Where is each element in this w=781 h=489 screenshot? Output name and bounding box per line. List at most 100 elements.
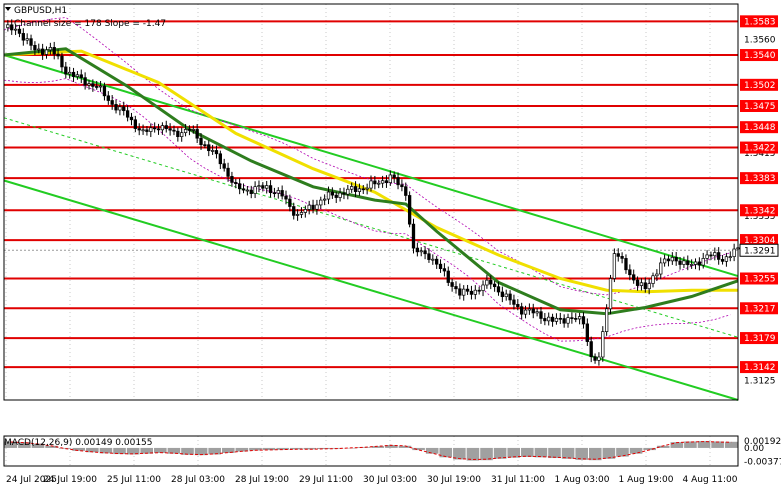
- candle-body: [720, 259, 725, 262]
- macd-histogram-bar: [154, 447, 167, 453]
- level-tag-label: 1.3422: [744, 144, 776, 154]
- candle-body: [473, 289, 477, 295]
- candle-body: [118, 106, 122, 111]
- candle-body: [369, 180, 373, 189]
- y-tick-label: 1.3125: [744, 376, 776, 386]
- candle-body: [384, 180, 389, 183]
- level-tag: [740, 172, 778, 185]
- candle-body: [253, 186, 257, 194]
- candle-body: [709, 254, 713, 257]
- level-tag-label: 1.3475: [744, 102, 776, 112]
- envelope-lower-curve: [3, 78, 731, 342]
- candle-body: [585, 323, 589, 342]
- candle-body: [469, 290, 474, 295]
- candle-body: [183, 129, 188, 134]
- candle-body: [485, 279, 489, 286]
- candle-body: [662, 258, 667, 264]
- macd-histogram-bar: [31, 443, 45, 448]
- candle-body: [191, 129, 195, 131]
- candle-body: [268, 185, 273, 194]
- macd-histogram-bar: [629, 447, 643, 454]
- candle-body: [83, 77, 87, 86]
- candle-body: [257, 185, 261, 188]
- dropdown-arrow-icon[interactable]: [5, 7, 11, 11]
- macd-histogram-bar: [616, 447, 629, 457]
- candle-body: [701, 258, 705, 266]
- candle-body: [523, 309, 528, 315]
- macd-histogram-bar: [724, 441, 738, 448]
- candle-body: [508, 293, 512, 301]
- level-tag-label: 1.3304: [744, 236, 776, 246]
- macd-histogram-bar: [412, 447, 425, 451]
- candle-body: [608, 278, 613, 310]
- macd-histogram-bar: [167, 447, 181, 454]
- macd-histogram-bar: [72, 447, 86, 451]
- candle-body: [566, 317, 570, 324]
- candle-body: [450, 282, 454, 287]
- x-tick-label: 1 Aug 03:00: [555, 475, 610, 485]
- x-tick-label: 28 Jul 03:00: [171, 475, 225, 485]
- candle-body: [149, 127, 153, 132]
- candle-body: [643, 282, 647, 290]
- macd-histogram-bar: [561, 447, 575, 459]
- candle-body: [241, 188, 246, 191]
- candle-body: [114, 104, 118, 111]
- level-tag: [740, 272, 778, 285]
- candle-body: [396, 177, 400, 186]
- candle-body: [272, 192, 277, 195]
- macd-histogram-bar: [99, 447, 113, 454]
- candle-body: [303, 209, 307, 213]
- price-panel-frame: [3, 3, 739, 401]
- macd-histogram-bar: [371, 446, 385, 448]
- candle-body: [655, 273, 659, 277]
- candle-body: [52, 47, 56, 55]
- macd-signal-line: [10, 441, 732, 461]
- macd-histogram-bar: [86, 447, 99, 453]
- candle-body: [570, 317, 574, 319]
- x-tick-label: 24 Jul 19:00: [43, 475, 97, 485]
- macd-histogram-bar: [58, 447, 72, 449]
- candle-body: [547, 316, 551, 322]
- candle-body: [601, 331, 605, 358]
- candle-body: [577, 316, 582, 320]
- candle-body: [647, 283, 651, 290]
- candle-body: [6, 24, 10, 28]
- x-tick-label: 25 Jul 11:00: [107, 475, 161, 485]
- candle-body: [458, 288, 462, 296]
- candle-body: [168, 128, 172, 131]
- x-tick-label: 28 Jul 19:00: [235, 475, 289, 485]
- macd-histogram-bar: [262, 447, 276, 451]
- macd-histogram-bar: [697, 441, 711, 448]
- candle-body: [404, 186, 408, 196]
- candle-body: [137, 128, 141, 131]
- candle-body: [392, 174, 396, 178]
- macd-histogram-bar: [439, 447, 453, 458]
- candle-body: [462, 288, 466, 296]
- candle-body: [195, 129, 199, 139]
- candle-body: [728, 256, 732, 258]
- x-tick-label: 24 Jul 2025: [6, 475, 57, 485]
- channel-indicator-label: Channel size = 178 Slope = -1.47: [14, 19, 166, 29]
- candle-body: [659, 262, 663, 275]
- candle-body: [446, 270, 450, 283]
- candle-body: [713, 252, 717, 257]
- candle-body: [438, 263, 443, 269]
- candle-body: [531, 308, 535, 314]
- candle-body: [666, 258, 671, 262]
- macd-histogram-bar: [466, 447, 480, 461]
- level-tag: [740, 234, 778, 247]
- candle-body: [48, 47, 53, 51]
- candle-body: [678, 260, 682, 265]
- macd-histogram-bar: [181, 447, 194, 455]
- candle-body: [319, 199, 323, 206]
- candle-body: [222, 163, 226, 169]
- candle-body: [226, 167, 230, 177]
- candle-body: [292, 206, 296, 216]
- macd-tick-label: 0.00: [744, 444, 764, 454]
- macd-histogram-bar: [507, 447, 521, 458]
- candle-body: [705, 254, 709, 259]
- candle-body: [616, 253, 620, 257]
- macd-histogram-bar: [18, 442, 31, 448]
- macd-histogram-bar: [140, 447, 154, 454]
